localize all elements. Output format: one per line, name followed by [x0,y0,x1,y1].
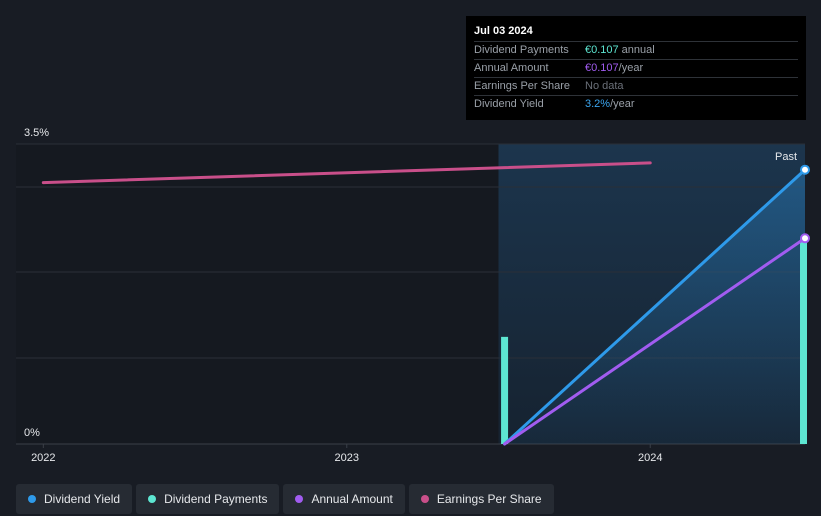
dividend-yield-line [503,168,807,446]
tooltip-label: Earnings Per Share [474,80,570,92]
annual-amount-end-point [800,233,810,244]
legend-label: Annual Amount [311,492,393,506]
x-tick-label: 2022 [31,452,55,464]
tooltip-value: 3.2% [585,98,611,110]
tooltip-label: Dividend Yield [474,98,544,110]
dividend-payment-bar [501,336,509,444]
dividend-yield-area [504,169,805,444]
legend-dot [148,495,157,503]
x-tick-label: 2024 [638,452,662,464]
tooltip-value: €0.107 [585,62,619,74]
earnings-per-share-line [41,161,652,185]
tooltip-row-earnings-per-share: Earnings Per Share No data [474,77,798,95]
tooltip-row-dividend-yield: Dividend Yield 3.2%/year [474,95,798,113]
tooltip: Jul 03 2024 Dividend Payments €0.107 annu… [466,16,806,120]
dividend-yield-end-point [800,164,810,175]
legend-dot [295,495,304,503]
tooltip-date: Jul 03 2024 [474,25,533,37]
tooltip-label: Annual Amount [474,62,549,74]
legend-item-earnings-per-share[interactable]: Earnings Per Share [408,484,554,514]
past-label: Past [775,151,797,163]
tooltip-unit: annual [621,44,655,56]
dividend-chart: 3.5% 0% 2022 2023 2024 Past [16,127,810,464]
legend-item-annual-amount[interactable]: Annual Amount [283,484,405,514]
annual-amount-line [503,236,807,446]
legend-label: Earnings Per Share [436,492,542,506]
tooltip-value: No data [585,80,624,92]
legend-label: Dividend Yield [44,492,121,506]
legend-dot [420,495,429,503]
y-tick-label: 0% [24,427,40,439]
tooltip-label: Dividend Payments [474,44,569,56]
tooltip-row-dividend-payments: Dividend Payments €0.107 annual [474,41,798,59]
legend-item-dividend-payments[interactable]: Dividend Payments [136,484,280,514]
tooltip-unit: /year [610,98,635,110]
x-tick-label: 2023 [335,452,359,464]
tooltip-row-annual-amount: Annual Amount €0.107/year [474,59,798,77]
y-tick-label: 3.5% [24,127,49,139]
legend-label: Dividend Payments [164,492,268,506]
tooltip-unit: /year [618,62,644,74]
legend-item-dividend-yield[interactable]: Dividend Yield [16,484,133,514]
legend-dot [28,495,36,503]
dividend-payment-bar [800,238,807,444]
legend: Dividend Yield Dividend Payments Annual … [16,484,554,514]
tooltip-value: €0.107 [585,44,619,56]
